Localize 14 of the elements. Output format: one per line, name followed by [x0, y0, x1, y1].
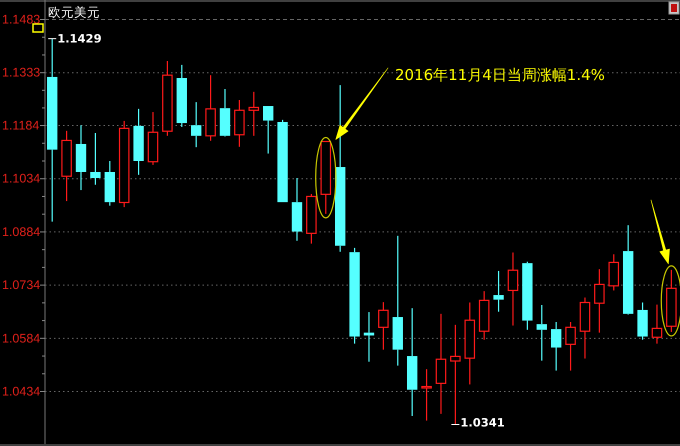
y-tick-label: 1.1483	[2, 12, 40, 26]
label-low: 1.0341	[450, 416, 505, 430]
y-tick-label: 1.0734	[2, 278, 40, 292]
y-tick-label: 1.0434	[2, 384, 40, 399]
y-tick-label: 1.0884	[2, 224, 40, 239]
y-tick-label: 1.0584	[2, 331, 40, 346]
y-tick-label: 1.1333	[2, 66, 40, 80]
y-tick-label: 1.1184	[2, 118, 40, 133]
annotation: 1.0341	[460, 415, 505, 430]
y-tick-label: 1.1034	[2, 172, 40, 186]
annotation: 1.1429	[57, 32, 102, 46]
label-high: 1.1429	[48, 32, 102, 46]
chart-title: 欧元美元	[48, 4, 100, 20]
annotation: 2016年11月4日当周涨幅1.4%	[395, 66, 605, 84]
